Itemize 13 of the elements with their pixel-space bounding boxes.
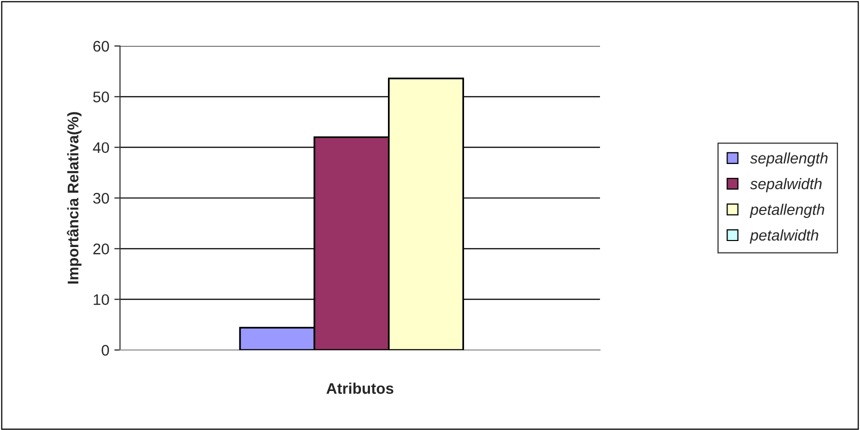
x-axis-title: Atributos [326,382,394,394]
legend-label: petallength [750,204,824,218]
y-tick-label: 40 [92,142,109,154]
y-axis-title: Importância Relativa(%) [66,112,82,284]
y-tick-label: 0 [102,344,109,356]
y-tick-label: 30 [93,192,109,204]
y-tick-label: 60 [93,40,109,52]
legend-label: petalwidth [750,229,818,244]
legend-label: sepallength [750,152,828,167]
y-tick-label: 10 [94,294,109,306]
y-tick-label: 20 [93,244,109,254]
y-tick-label: 50 [93,92,109,102]
legend-label: sepalwidth [750,178,822,192]
